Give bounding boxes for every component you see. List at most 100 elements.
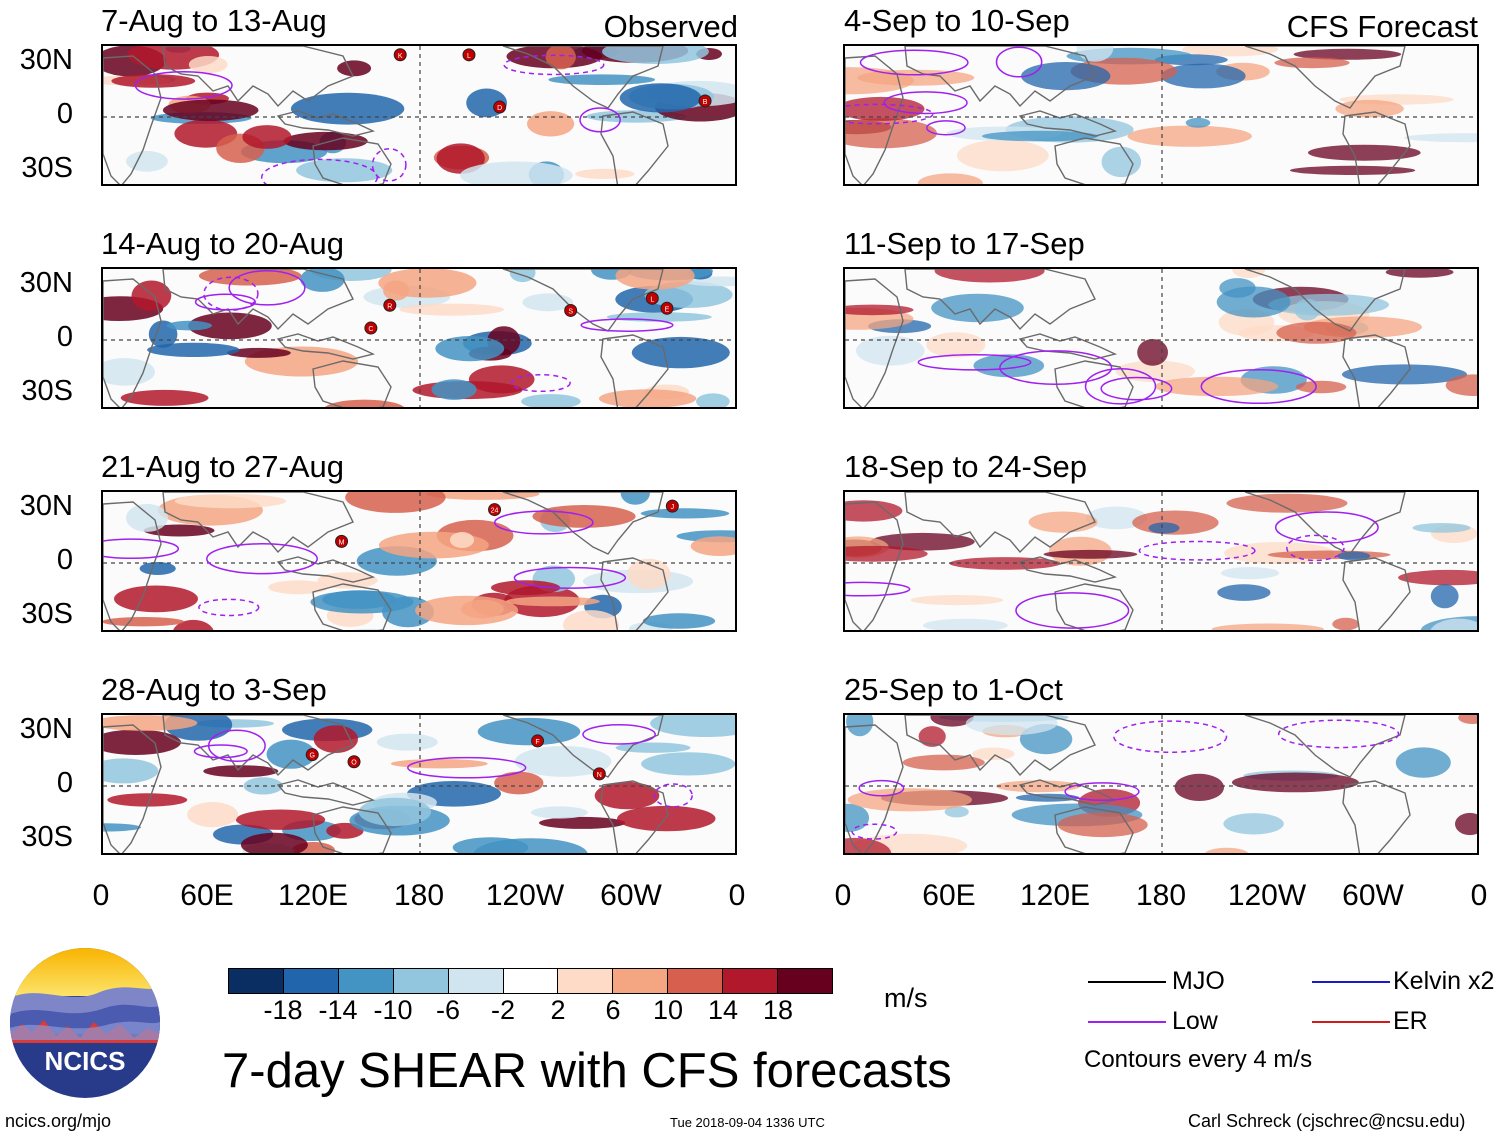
shear-anomaly-shading [187, 802, 238, 828]
shear-anomaly-shading [856, 335, 925, 366]
shear-anomaly-shading [1412, 523, 1471, 533]
latitude-label: 0 [56, 767, 73, 799]
shear-map: N O G F [103, 715, 735, 853]
shear-anomaly-shading [266, 739, 316, 769]
coastline [845, 278, 904, 407]
shear-anomaly-shading [1231, 772, 1359, 793]
legend-er-label: ER [1393, 1007, 1428, 1035]
low-frequency-contour [925, 120, 966, 136]
coastline [312, 583, 392, 630]
shear-anomaly-shading [1455, 812, 1477, 836]
coastline [1244, 715, 1406, 778]
panel-title: 11-Sep to 17-Sep [844, 226, 1085, 261]
latitude-label: 30N [19, 713, 73, 745]
shear-anomaly-shading [1232, 269, 1266, 279]
shear-anomaly-shading [1276, 321, 1357, 344]
shear-anomaly-shading [598, 389, 697, 407]
longitude-label: 120E [277, 879, 349, 912]
colorbar-swatch [723, 969, 779, 993]
shear-anomaly-shading [845, 304, 914, 316]
shear-anomaly-shading [1219, 278, 1256, 298]
shear-anomaly-shading [1021, 62, 1111, 91]
shear-anomaly-shading [188, 312, 272, 340]
colorbar-tick-label: -18 [263, 995, 303, 1025]
colorbar-swatch [778, 969, 832, 993]
shear-anomaly-shading [431, 379, 477, 400]
coastline [1342, 780, 1411, 853]
legend-er-line [1312, 1021, 1390, 1023]
shear-anomaly-shading [845, 500, 903, 522]
low-frequency-contour [995, 46, 1043, 78]
shear-anomaly-shading [1341, 364, 1468, 385]
storm-label: E [665, 306, 670, 313]
shear-anomaly-shading [107, 793, 188, 807]
map-panel-observed-2: R S C L E [101, 267, 737, 409]
coastline [600, 557, 669, 630]
storm-label: 24 [491, 508, 499, 515]
shear-anomaly-shading [378, 531, 489, 559]
tropical-cyclone-marker: G [305, 748, 319, 762]
shear-anomaly-shading [1308, 144, 1421, 161]
latitude-label: 0 [56, 98, 73, 130]
shear-map [845, 269, 1477, 407]
shear-anomaly-shading [619, 83, 702, 113]
shear-anomaly-shading [162, 99, 259, 121]
shear-map [845, 46, 1477, 184]
low-frequency-contour [858, 779, 905, 797]
shear-anomaly-shading [103, 823, 142, 832]
shear-anomaly-shading [956, 139, 1049, 172]
shear-anomaly-shading [1185, 117, 1211, 128]
shear-anomaly-shading [1101, 146, 1142, 178]
storm-label: O [351, 760, 357, 767]
storm-label: F [535, 739, 539, 746]
coastline [103, 724, 162, 853]
coastline [276, 110, 376, 137]
low-frequency-contour [228, 269, 306, 306]
low-frequency-contour [1015, 592, 1130, 629]
longitude-label: 60W [600, 879, 662, 912]
tropical-cyclone-marker: S [564, 303, 578, 317]
shear-anomaly-shading [620, 492, 650, 505]
colorbar-tick-label: 6 [605, 995, 621, 1025]
shear-anomaly-shading [917, 173, 983, 184]
low-frequency-contour [193, 744, 248, 759]
latitude-label: 30N [19, 490, 73, 522]
colorbar-tick-label: 2 [550, 995, 566, 1025]
shear-anomaly-shading [310, 590, 414, 614]
coastline [103, 55, 162, 184]
shear-map: B L K D [103, 46, 735, 184]
colorbar-tick-label: -14 [318, 995, 358, 1025]
footer-url[interactable]: ncics.org/mjo [5, 1111, 112, 1131]
longitude-label: 0 [92, 879, 110, 912]
shear-anomaly-shading [491, 580, 561, 596]
shear-anomaly-shading [449, 532, 475, 548]
coastline [904, 46, 1096, 108]
coastline [1018, 333, 1118, 360]
tropical-cyclone-marker: L [462, 48, 476, 62]
colorbar-tick-label: -2 [490, 995, 516, 1025]
coastline [276, 779, 376, 806]
colorbar [228, 968, 833, 994]
coastline [1342, 557, 1411, 630]
low-frequency-contour [206, 543, 318, 575]
shear-anomaly-shading [930, 715, 974, 727]
colorbar-swatch [448, 969, 504, 993]
shear-anomaly-shading [1458, 715, 1477, 724]
shear-anomaly-shading [325, 399, 404, 407]
shear-anomaly-shading [313, 725, 358, 753]
map-panel-forecast-1 [843, 44, 1479, 186]
shear-anomaly-shading [226, 347, 291, 358]
coastline [1244, 269, 1406, 332]
legend-mjo-line [1088, 981, 1166, 983]
storm-label: B [703, 99, 708, 106]
latitude-label: 0 [56, 321, 73, 353]
coastline [162, 492, 354, 554]
map-panel-observed-3: 24 J M [101, 490, 737, 632]
longitude-label: 60W [1342, 879, 1404, 912]
shear-anomaly-shading [354, 628, 387, 630]
shear-anomaly-shading [1154, 376, 1279, 397]
colorbar-tick-label: 10 [652, 995, 684, 1025]
shear-anomaly-shading [972, 747, 1015, 761]
coastline [845, 55, 904, 184]
tropical-cyclone-marker: D [493, 100, 507, 114]
